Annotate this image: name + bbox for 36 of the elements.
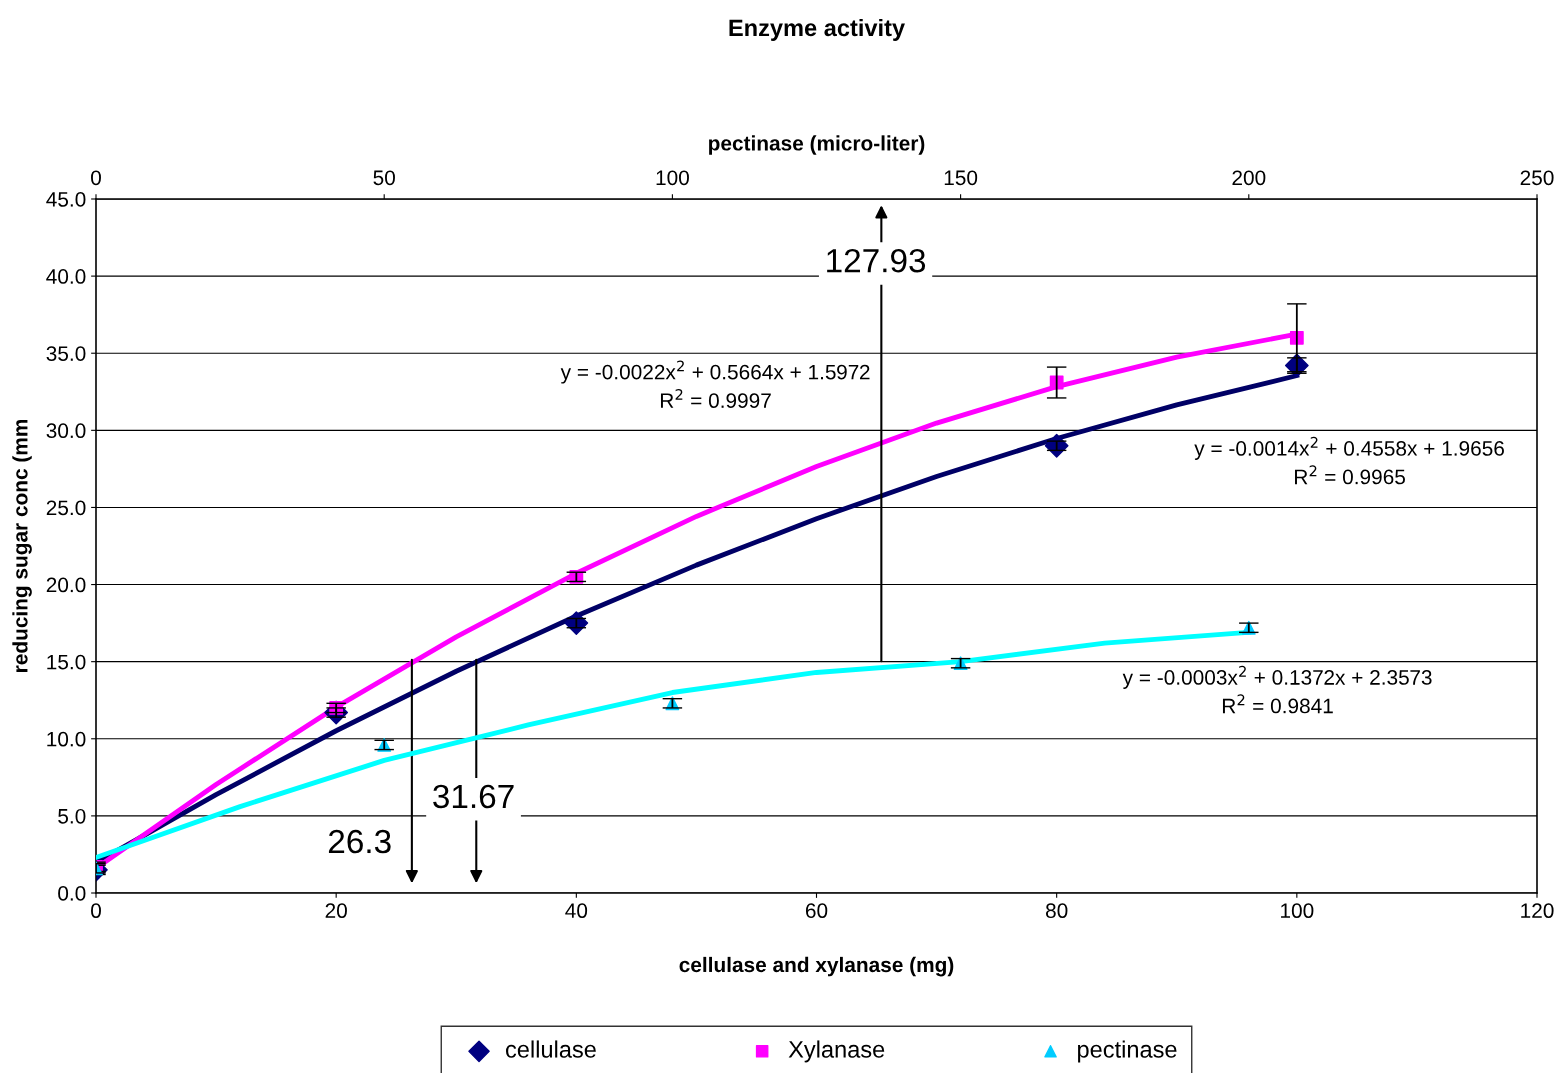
annotation: 31.67: [433, 784, 514, 809]
x-axis-title: cellulase and xylanase (mg): [679, 956, 954, 977]
x2-tick-label: 100: [656, 170, 689, 186]
x-tick-label: 80: [1045, 903, 1068, 919]
x-tick-label: 40: [565, 903, 588, 919]
x2-tick-label: 150: [944, 170, 978, 186]
x2-axis-title: pectinase (micro-liter): [709, 135, 925, 155]
legend-label: Xylanase: [788, 1040, 885, 1063]
y-tick-label: 40.0: [46, 269, 86, 284]
x-tick-label: 60: [805, 903, 828, 919]
y-tick-label: 15.0: [47, 654, 86, 670]
annotation: y = -0.0014x$^{2}$ + 0.4558x + 1.9656 R$^{2}$ = 0.9965: [1194, 436, 1504, 485]
annotation: 127.93: [827, 248, 926, 273]
y-tick-label: 25.0: [46, 500, 86, 516]
legend-label: cellulase: [506, 1040, 596, 1058]
chart-title: Enzyme activity: [729, 18, 905, 41]
y-tick-label: 45.0: [46, 192, 86, 207]
x2-tick-label: 0: [91, 170, 101, 186]
y-tick-label: 30.0: [46, 423, 86, 439]
legend-label: pectinase: [1078, 1040, 1177, 1063]
y-axis-title: reducing sugar conc (mm: [12, 419, 32, 672]
annotation: y = -0.0003x$^{2}$ + 0.1372x + 2.3573 R$^{2}$ = 0.9841: [1122, 665, 1432, 714]
x-tick-label: 120: [1521, 903, 1554, 919]
y-tick-label: 0.0: [58, 886, 86, 901]
x-tick-label: 0: [91, 903, 101, 919]
x2-tick-label: 50: [373, 170, 395, 186]
x-tick-label: 100: [1281, 903, 1314, 919]
x-tick-label: 20: [325, 903, 347, 919]
y-tick-label: 5.0: [58, 808, 86, 824]
x2-tick-label: 250: [1520, 170, 1554, 186]
y-tick-label: 10.0: [47, 731, 86, 747]
y-tick-label: 20.0: [46, 577, 86, 593]
annotation: y = -0.0022x$^{2}$ + 0.5664x + 1.5972 R$^{2}$ = 0.9997: [560, 360, 870, 409]
x2-tick-label: 200: [1232, 170, 1266, 186]
annotation: 26.3: [328, 829, 391, 854]
y-tick-label: 35.0: [46, 346, 86, 361]
